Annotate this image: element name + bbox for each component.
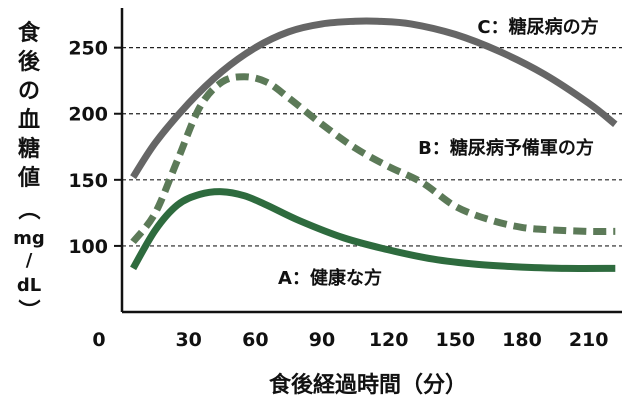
y-axis-title-char: 糖 <box>18 136 40 162</box>
y-tick-label: 150 <box>68 170 108 192</box>
y-axis-title-char: / <box>26 250 33 271</box>
tick-labels: 100 150 200 250 0 30 60 90 120 150 180 210 <box>68 38 608 351</box>
series-lines <box>130 17 618 272</box>
y-axis-title-char: 食 <box>18 20 41 46</box>
y-axis-title-char: 血 <box>18 107 40 133</box>
y-axis-title-char: （ <box>15 198 40 220</box>
x-tick-label: 180 <box>502 329 542 351</box>
x-tick-label: 210 <box>569 329 609 351</box>
series-line-b <box>130 73 616 245</box>
axes <box>114 8 622 314</box>
y-tick-label: 250 <box>68 38 108 60</box>
x-tick-label: 60 <box>242 329 268 351</box>
series-line-a <box>130 188 616 272</box>
y-axis-title-char: 値 <box>17 166 40 191</box>
y-axis-title-char: mg <box>13 228 45 249</box>
x-tick-label: 150 <box>435 329 475 351</box>
x-tick-label: 30 <box>175 329 201 351</box>
y-axis-title-char: dL <box>17 275 41 296</box>
y-axis-title-char: ） <box>15 299 40 321</box>
series-label-c: C：糖尿病の方 <box>477 16 598 38</box>
series-label-a: A：健康な方 <box>278 267 382 289</box>
y-tick-label: 200 <box>68 104 108 126</box>
series-labels: C：糖尿病の方 B：糖尿病予備軍の方 A：健康な方 <box>278 16 599 289</box>
x-tick-label: 0 <box>92 329 105 351</box>
y-tick-label: 100 <box>68 236 108 258</box>
y-axis-title-char: 後 <box>18 49 41 75</box>
x-tick-label: 90 <box>309 329 335 351</box>
y-axis-title-char: の <box>18 79 40 104</box>
x-tick-label: 120 <box>369 329 409 351</box>
gridlines <box>122 47 622 247</box>
series-line-c <box>130 17 618 180</box>
x-axis-title: 食後経過時間（分） <box>269 372 467 398</box>
series-label-b: B：糖尿病予備軍の方 <box>418 137 594 159</box>
